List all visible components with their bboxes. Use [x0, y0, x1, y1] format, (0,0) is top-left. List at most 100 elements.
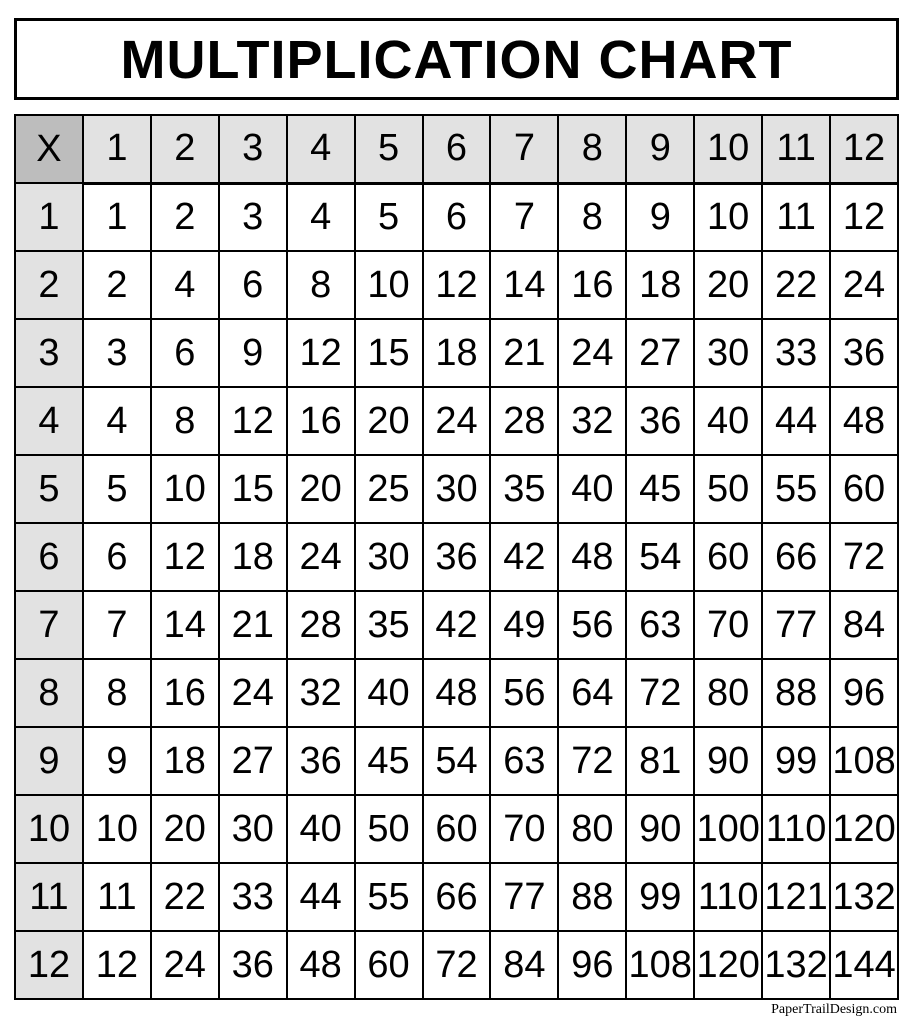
data-cell: 5 [83, 455, 151, 523]
data-cell: 30 [423, 455, 491, 523]
data-cell: 40 [287, 795, 355, 863]
table-header-row: X123456789101112 [15, 115, 898, 183]
data-cell: 3 [219, 183, 287, 251]
col-header-cell: 3 [219, 115, 287, 183]
data-cell: 88 [558, 863, 626, 931]
data-cell: 6 [219, 251, 287, 319]
row-header-cell: 3 [15, 319, 83, 387]
data-cell: 2 [83, 251, 151, 319]
data-cell: 60 [355, 931, 423, 999]
data-cell: 60 [830, 455, 898, 523]
data-cell: 20 [151, 795, 219, 863]
data-cell: 66 [423, 863, 491, 931]
data-cell: 9 [626, 183, 694, 251]
row-header-cell: 11 [15, 863, 83, 931]
col-header-cell: 8 [558, 115, 626, 183]
data-cell: 28 [287, 591, 355, 659]
data-cell: 60 [423, 795, 491, 863]
col-header-cell: 5 [355, 115, 423, 183]
data-cell: 30 [355, 523, 423, 591]
data-cell: 25 [355, 455, 423, 523]
data-cell: 21 [490, 319, 558, 387]
data-cell: 70 [694, 591, 762, 659]
data-cell: 12 [830, 183, 898, 251]
data-cell: 10 [83, 795, 151, 863]
data-cell: 15 [355, 319, 423, 387]
data-cell: 10 [355, 251, 423, 319]
data-cell: 30 [219, 795, 287, 863]
data-cell: 21 [219, 591, 287, 659]
data-cell: 121 [762, 863, 830, 931]
data-cell: 9 [219, 319, 287, 387]
data-cell: 6 [83, 523, 151, 591]
data-cell: 36 [287, 727, 355, 795]
row-header-cell: 2 [15, 251, 83, 319]
col-header-cell: 4 [287, 115, 355, 183]
data-cell: 16 [287, 387, 355, 455]
data-cell: 32 [287, 659, 355, 727]
data-cell: 36 [830, 319, 898, 387]
data-cell: 18 [219, 523, 287, 591]
table-row: 1123456789101112 [15, 183, 898, 251]
data-cell: 45 [626, 455, 694, 523]
data-cell: 54 [423, 727, 491, 795]
data-cell: 48 [558, 523, 626, 591]
table-row: 9918273645546372819099108 [15, 727, 898, 795]
data-cell: 4 [287, 183, 355, 251]
row-header-cell: 10 [15, 795, 83, 863]
data-cell: 80 [694, 659, 762, 727]
data-cell: 2 [151, 183, 219, 251]
row-header-cell: 12 [15, 931, 83, 999]
data-cell: 6 [423, 183, 491, 251]
data-cell: 12 [423, 251, 491, 319]
col-header-cell: 2 [151, 115, 219, 183]
data-cell: 88 [762, 659, 830, 727]
data-cell: 33 [762, 319, 830, 387]
data-cell: 16 [151, 659, 219, 727]
data-cell: 24 [423, 387, 491, 455]
col-header-cell: 10 [694, 115, 762, 183]
data-cell: 56 [490, 659, 558, 727]
data-cell: 36 [219, 931, 287, 999]
data-cell: 44 [287, 863, 355, 931]
table-row: 11112233445566778899110121132 [15, 863, 898, 931]
data-cell: 55 [762, 455, 830, 523]
data-cell: 36 [423, 523, 491, 591]
data-cell: 16 [558, 251, 626, 319]
table-row: 881624324048566472808896 [15, 659, 898, 727]
col-header-cell: 1 [83, 115, 151, 183]
data-cell: 8 [287, 251, 355, 319]
data-cell: 81 [626, 727, 694, 795]
data-cell: 12 [287, 319, 355, 387]
table-row: 121224364860728496108120132144 [15, 931, 898, 999]
data-cell: 108 [626, 931, 694, 999]
data-cell: 12 [219, 387, 287, 455]
data-cell: 18 [151, 727, 219, 795]
data-cell: 35 [490, 455, 558, 523]
data-cell: 70 [490, 795, 558, 863]
table-row: 44812162024283236404448 [15, 387, 898, 455]
data-cell: 132 [762, 931, 830, 999]
data-cell: 8 [151, 387, 219, 455]
data-cell: 50 [355, 795, 423, 863]
data-cell: 144 [830, 931, 898, 999]
table-row: 10102030405060708090100110120 [15, 795, 898, 863]
data-cell: 60 [694, 523, 762, 591]
table-row: 771421283542495663707784 [15, 591, 898, 659]
data-cell: 9 [83, 727, 151, 795]
data-cell: 10 [694, 183, 762, 251]
col-header-cell: 12 [830, 115, 898, 183]
data-cell: 72 [423, 931, 491, 999]
data-cell: 5 [355, 183, 423, 251]
data-cell: 49 [490, 591, 558, 659]
data-cell: 24 [219, 659, 287, 727]
data-cell: 40 [694, 387, 762, 455]
data-cell: 35 [355, 591, 423, 659]
data-cell: 22 [762, 251, 830, 319]
title-container: MULTIPLICATION CHART [14, 18, 899, 100]
data-cell: 7 [83, 591, 151, 659]
page-title: MULTIPLICATION CHART [27, 29, 886, 91]
data-cell: 14 [490, 251, 558, 319]
data-cell: 18 [626, 251, 694, 319]
data-cell: 11 [83, 863, 151, 931]
